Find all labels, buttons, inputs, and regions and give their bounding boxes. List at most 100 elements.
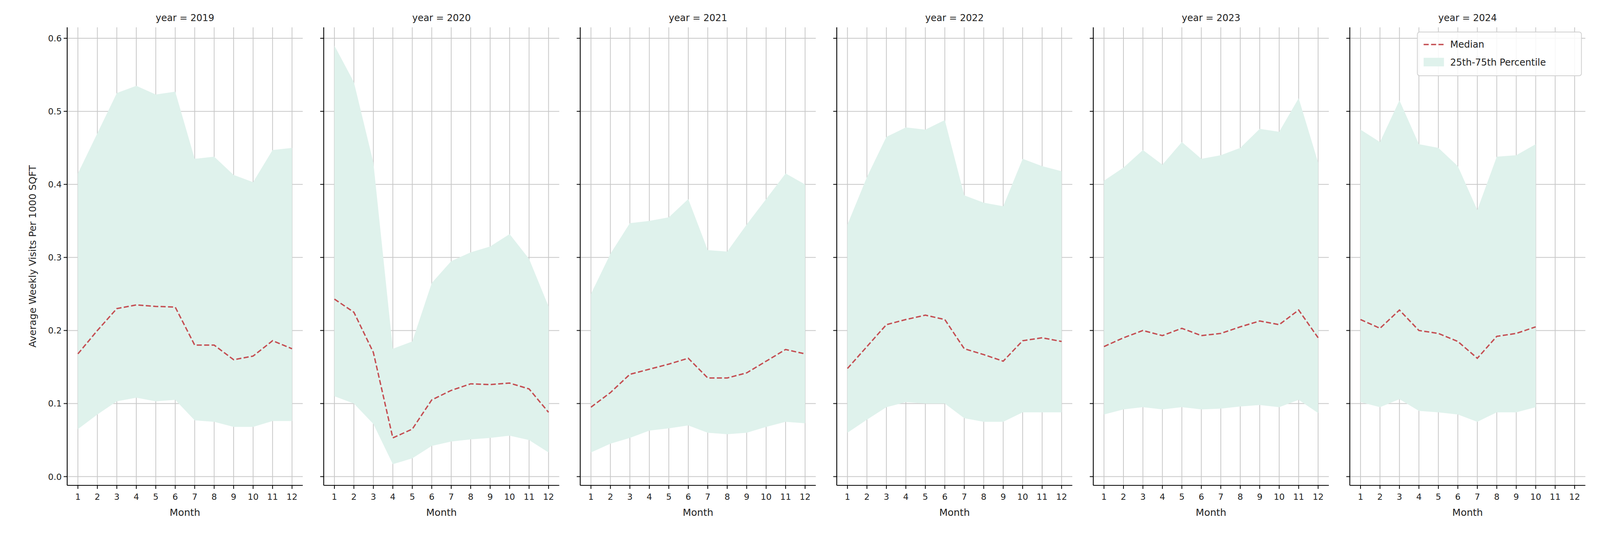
tick-label: 10 xyxy=(504,492,516,502)
grid-line xyxy=(67,110,303,112)
tick-mark xyxy=(1516,485,1517,490)
tick-mark xyxy=(1089,257,1094,258)
tick-label: 6 xyxy=(685,492,692,502)
grid-line xyxy=(836,476,1073,478)
tick-label: 3 xyxy=(1396,492,1403,502)
tick-label: 0.6 xyxy=(48,33,62,44)
tick-mark xyxy=(1041,485,1043,490)
tick-label: 10 xyxy=(1530,492,1542,502)
percentile-band xyxy=(77,85,292,430)
tick-label: 7 xyxy=(961,492,968,502)
tick-label: 1 xyxy=(331,492,338,502)
x-axis xyxy=(1350,485,1586,486)
tick-label: 8 xyxy=(724,492,731,502)
tick-mark xyxy=(272,485,274,490)
panel-title: year = 2023 xyxy=(1181,12,1241,24)
panel: 123456789101112year = 2020Month xyxy=(320,12,560,519)
y-axis-label: Average Weekly Visits Per 1000 SQFT xyxy=(26,164,39,348)
tick-mark xyxy=(1496,485,1498,490)
tick-mark xyxy=(1200,485,1202,490)
median-line xyxy=(591,349,806,408)
tick-mark xyxy=(1162,485,1163,490)
tick-mark xyxy=(629,485,631,490)
y-axis xyxy=(66,27,68,486)
figure: 0.00.10.20.30.40.50.6123456789101112year… xyxy=(0,0,1600,533)
tick-label: 11 xyxy=(1549,492,1561,502)
tick-label: 2 xyxy=(351,492,357,502)
x-axis-label: Month xyxy=(1452,507,1483,519)
tick-mark xyxy=(63,183,68,185)
plot-area xyxy=(77,85,292,430)
plot-area xyxy=(334,45,549,465)
tick-mark xyxy=(746,485,747,490)
percentile-band xyxy=(1360,100,1536,422)
tick-label: 9 xyxy=(230,492,237,502)
panel-title: year = 2024 xyxy=(1438,12,1497,24)
grid-line xyxy=(1574,27,1575,486)
tick-mark xyxy=(1346,330,1350,331)
tick-mark xyxy=(804,485,806,490)
tick-label: 7 xyxy=(705,492,711,502)
legend-swatch xyxy=(1423,57,1445,67)
tick-mark xyxy=(1399,485,1400,490)
tick-mark xyxy=(1181,485,1183,490)
tick-mark xyxy=(1022,485,1024,490)
tick-label: 3 xyxy=(626,492,633,502)
tick-label: 11 xyxy=(780,492,792,502)
tick-mark xyxy=(833,330,837,331)
tick-label: 5 xyxy=(1179,492,1185,502)
y-axis xyxy=(323,27,325,486)
tick-mark xyxy=(925,485,926,490)
tick-mark xyxy=(1089,403,1094,404)
tick-mark xyxy=(866,485,868,490)
panel-title: year = 2019 xyxy=(155,12,215,24)
tick-mark xyxy=(116,485,118,490)
tick-mark xyxy=(833,257,837,258)
tick-mark xyxy=(576,257,581,258)
tick-label: 5 xyxy=(922,492,929,502)
plot-area xyxy=(847,120,1062,434)
tick-mark xyxy=(470,485,472,490)
tick-mark xyxy=(213,485,215,490)
tick-label: 4 xyxy=(133,492,140,502)
tick-label: 0.3 xyxy=(48,252,62,263)
tick-mark xyxy=(155,485,157,490)
tick-label: 11 xyxy=(1036,492,1048,502)
tick-label: 8 xyxy=(211,492,217,502)
tick-mark xyxy=(96,485,98,490)
tick-label: 8 xyxy=(980,492,987,502)
tick-mark xyxy=(1535,485,1536,490)
median-line xyxy=(1103,310,1318,347)
tick-label: 5 xyxy=(153,492,159,502)
legend-swatch xyxy=(1423,43,1445,46)
plot-area xyxy=(1360,100,1536,422)
tick-label: 1 xyxy=(75,492,81,502)
tick-mark xyxy=(687,485,689,490)
tick-mark xyxy=(1574,485,1575,490)
tick-label: 12 xyxy=(542,492,554,502)
tick-label: 12 xyxy=(286,492,298,502)
tick-mark xyxy=(489,485,491,490)
tick-mark xyxy=(63,37,68,39)
tick-mark xyxy=(431,485,433,490)
tick-label: 11 xyxy=(523,492,535,502)
tick-mark xyxy=(648,485,650,490)
tick-mark xyxy=(320,330,324,331)
panel-title: year = 2020 xyxy=(412,12,471,24)
percentile-band xyxy=(847,120,1062,434)
panel: 123456789101112year = 2023Month xyxy=(1089,12,1329,519)
grid-line xyxy=(1350,110,1586,112)
tick-mark xyxy=(1123,485,1124,490)
tick-mark xyxy=(785,485,786,490)
tick-label: 6 xyxy=(172,492,179,502)
panel: 0.00.10.20.30.40.50.6123456789101112year… xyxy=(26,12,303,519)
tick-label: 2 xyxy=(864,492,870,502)
tick-label: 7 xyxy=(448,492,454,502)
tick-mark xyxy=(548,485,549,490)
grid-line xyxy=(1554,27,1556,486)
tick-mark xyxy=(194,485,195,490)
tick-mark xyxy=(847,485,849,490)
x-axis xyxy=(1093,485,1329,486)
tick-mark xyxy=(320,257,324,258)
tick-mark xyxy=(905,485,907,490)
